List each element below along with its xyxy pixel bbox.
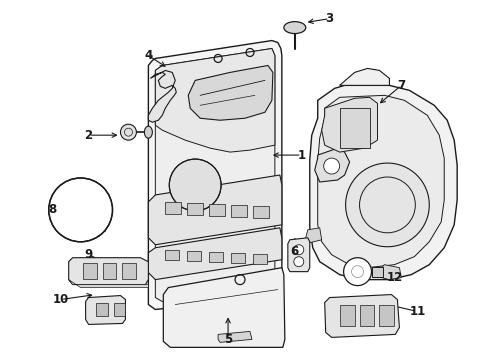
Text: 3: 3 <box>325 12 333 25</box>
Text: 1: 1 <box>297 149 305 162</box>
Bar <box>122 263 136 279</box>
Bar <box>113 302 125 316</box>
Polygon shape <box>218 332 251 342</box>
Ellipse shape <box>283 22 305 33</box>
Bar <box>165 202 181 214</box>
Bar <box>102 263 116 279</box>
Polygon shape <box>339 68 388 85</box>
Bar <box>252 254 266 264</box>
Bar <box>230 205 246 217</box>
Text: 9: 9 <box>84 248 93 261</box>
Polygon shape <box>68 258 148 285</box>
Polygon shape <box>148 175 281 245</box>
Polygon shape <box>314 148 349 182</box>
Bar <box>165 250 179 260</box>
Bar <box>339 108 369 148</box>
Text: 5: 5 <box>224 333 232 346</box>
Circle shape <box>293 257 303 267</box>
Polygon shape <box>148 71 176 122</box>
Bar <box>82 263 96 279</box>
Polygon shape <box>309 85 456 280</box>
Polygon shape <box>155 49 274 152</box>
Text: 6: 6 <box>290 245 298 258</box>
Polygon shape <box>163 268 285 347</box>
Polygon shape <box>305 228 321 243</box>
Polygon shape <box>148 228 281 280</box>
Bar <box>209 252 223 262</box>
Bar <box>379 305 394 327</box>
Polygon shape <box>324 294 399 337</box>
Polygon shape <box>317 95 443 268</box>
Circle shape <box>323 158 339 174</box>
Bar <box>252 206 268 218</box>
Ellipse shape <box>169 159 221 211</box>
Polygon shape <box>188 66 272 120</box>
Polygon shape <box>85 296 125 324</box>
Circle shape <box>49 178 112 242</box>
Bar <box>339 305 354 327</box>
Bar <box>359 305 374 327</box>
Circle shape <box>343 258 371 285</box>
Polygon shape <box>155 49 274 302</box>
Bar <box>187 251 201 261</box>
Bar <box>371 267 383 276</box>
Bar <box>209 204 224 216</box>
Circle shape <box>120 124 136 140</box>
Circle shape <box>293 245 303 255</box>
Polygon shape <box>381 265 401 280</box>
Text: 10: 10 <box>53 293 69 306</box>
Polygon shape <box>68 280 148 288</box>
Polygon shape <box>321 97 377 152</box>
Circle shape <box>345 163 428 247</box>
Polygon shape <box>287 238 309 272</box>
Text: 2: 2 <box>84 129 93 142</box>
Text: 12: 12 <box>386 271 402 284</box>
Bar <box>95 302 107 316</box>
Bar <box>187 203 203 215</box>
Text: 11: 11 <box>408 305 425 318</box>
Text: 8: 8 <box>48 203 57 216</box>
Polygon shape <box>148 41 281 310</box>
Ellipse shape <box>144 126 152 138</box>
Text: 4: 4 <box>144 49 152 62</box>
Text: 7: 7 <box>397 79 405 92</box>
Bar <box>230 253 244 263</box>
